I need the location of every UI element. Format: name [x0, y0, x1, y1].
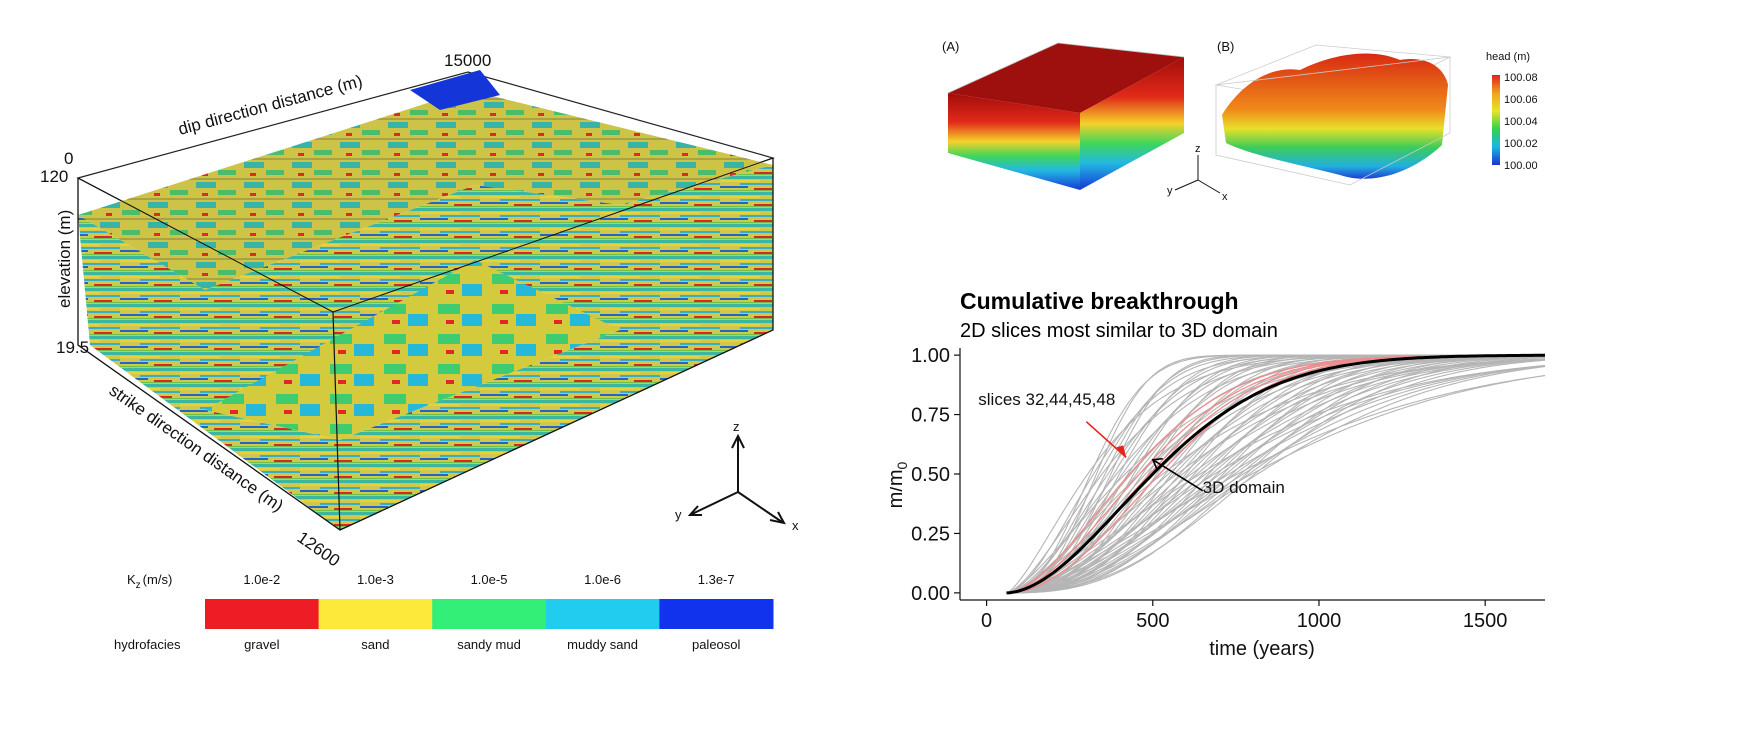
legend-facies-name: sand — [361, 637, 389, 652]
head-block-a — [947, 42, 1185, 190]
legend-swatch-muddy-sand — [545, 599, 660, 629]
y-tick-label: 0.75 — [911, 405, 950, 427]
domain-annotation-label: 3D domain — [1203, 478, 1285, 497]
slice-curve — [1006, 356, 1546, 594]
legend-swatch-sand — [318, 599, 433, 629]
slice-curve — [1006, 374, 1546, 594]
x-tick-label: 0 — [981, 610, 992, 632]
origin-tick: 0 — [64, 149, 73, 168]
legend-facies-name: paleosol — [692, 637, 741, 652]
dip-axis-label: dip direction distance (m) — [176, 71, 364, 139]
domain-annotation-arrow — [1152, 459, 1204, 492]
chart-title: Cumulative breakthrough — [960, 288, 1239, 314]
legend-facies-name: gravel — [244, 637, 280, 652]
hydrofacies-legend: Kz (m/s) hydrofacies 1.0e-2 gravel 1.0e-3 sa… — [114, 572, 774, 652]
elevation-bottom-tick: 19.5 — [56, 338, 89, 357]
legend-facies-name: sandy mud — [457, 637, 521, 652]
legend-swatch-paleosol — [659, 599, 774, 629]
domain-3d-curve — [1006, 353, 1545, 595]
slice-curve — [1006, 365, 1546, 594]
colorbar-title: head (m) — [1486, 51, 1530, 63]
triad-z-label: z — [733, 419, 740, 434]
y-tick-label: 1.00 — [911, 345, 950, 367]
strike-max-tick: 12600 — [294, 528, 344, 571]
legend-kz-value: 1.0e-2 — [243, 572, 280, 587]
colorbar-tick-label: 100.08 — [1504, 72, 1538, 84]
slice-curve — [1006, 358, 1546, 594]
legend-swatch-sandy-mud — [432, 599, 547, 629]
y-tick-label: 0.00 — [911, 583, 950, 605]
elevation-axis-label: elevation (m) — [55, 210, 74, 308]
head-triad — [1174, 155, 1221, 194]
head-panels-figure: (A) (B) z y x head (m) 100.08 100.06 100.0… — [942, 39, 1538, 203]
slice-curve — [1006, 366, 1546, 594]
head-triad-y: y — [1167, 185, 1173, 197]
legend-kz-value: 1.0e-6 — [584, 572, 621, 587]
legend-kz-value: 1.0e-3 — [357, 572, 394, 587]
kz-label: Kz (m/s) — [127, 572, 172, 591]
domain-annotation-arrowhead — [1151, 457, 1163, 470]
y-axis-label: m/m0 — [890, 461, 910, 508]
y-tick-label: 0.50 — [911, 464, 950, 486]
head-triad-x: x — [1222, 191, 1228, 203]
head-block-b — [1214, 44, 1452, 186]
legend-kz-value: 1.0e-5 — [471, 572, 508, 587]
x-tick-label: 1500 — [1463, 610, 1508, 632]
head-colorbar — [1492, 75, 1500, 165]
head-triad-z: z — [1195, 143, 1201, 155]
colorbar-tick-label: 100.06 — [1504, 94, 1538, 106]
panel-a-label: (A) — [942, 39, 959, 54]
triad-y-label: y — [675, 507, 682, 522]
legend-facies-name: muddy sand — [567, 637, 638, 652]
x-tick-label: 1000 — [1297, 610, 1342, 632]
breakthrough-chart: Cumulative breakthrough 2D slices most s… — [890, 288, 1546, 660]
slices-annotation-arrow — [1085, 421, 1127, 458]
x-tick-label: 500 — [1136, 610, 1169, 632]
colorbar-tick-label: 100.00 — [1504, 160, 1538, 172]
slice-curve — [1006, 355, 1546, 594]
elevation-top-tick: 120 — [40, 167, 68, 186]
colorbar-tick-label: 100.04 — [1504, 116, 1538, 128]
y-tick-label: 0.25 — [911, 523, 950, 545]
slices-annotation-arrowhead — [1116, 445, 1127, 458]
panel-b-label: (B) — [1217, 39, 1234, 54]
triad-x-label: x — [792, 518, 799, 533]
legend-swatch-gravel — [205, 599, 320, 629]
legend-kz-value: 1.3e-7 — [698, 572, 735, 587]
slice-curve — [1006, 354, 1545, 594]
hydrofacies-label: hydrofacies — [114, 637, 181, 652]
x-axis-label: time (years) — [1209, 638, 1315, 660]
slice-curve — [1006, 356, 1546, 594]
slice-curve — [1006, 359, 1546, 594]
slice-curve — [1006, 358, 1546, 594]
colorbar-tick-label: 100.02 — [1504, 138, 1538, 150]
slice-curve — [1006, 355, 1545, 594]
slice-curve — [1006, 364, 1546, 594]
xyz-triad — [687, 433, 786, 525]
slice-curve — [1006, 365, 1546, 594]
facies-block-figure: dip direction distance (m) 15000 0 120 e… — [40, 51, 799, 652]
slice-curve — [1006, 358, 1546, 594]
dip-max-tick: 15000 — [444, 51, 491, 70]
chart-subtitle: 2D slices most similar to 3D domain — [960, 320, 1278, 342]
slices-annotation-label: slices 32,44,45,48 — [978, 390, 1115, 409]
